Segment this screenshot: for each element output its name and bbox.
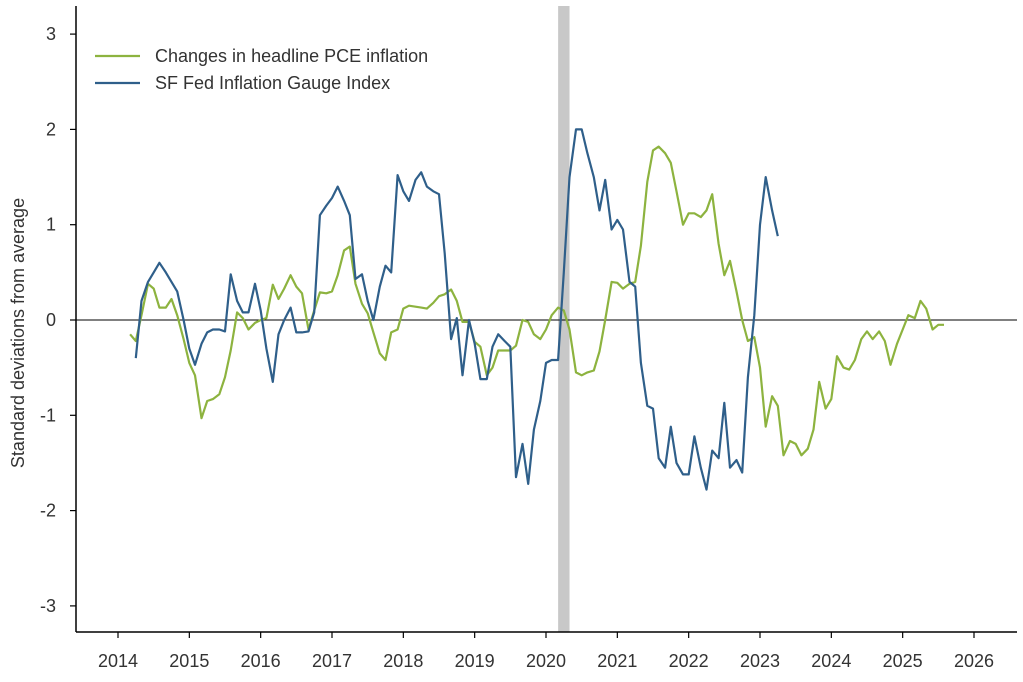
x-tick-label: 2014 [98,651,138,671]
x-tick-label: 2020 [526,651,566,671]
legend-label-2: SF Fed Inflation Gauge Index [155,73,390,93]
x-tick-label: 2019 [455,651,495,671]
x-tick-label: 2026 [954,651,994,671]
x-tick-label: 2024 [811,651,851,671]
series-layer [129,128,944,491]
y-tick-label: -3 [40,596,56,616]
y-tick-label: -1 [40,405,56,425]
y-axis-title: Standard deviations from average [8,198,28,468]
y-tick-label: 2 [46,119,56,139]
recession-band-layer [558,6,570,632]
series-line-1 [129,145,944,457]
x-tick-label: 2025 [883,651,923,671]
series-line-2 [134,128,779,491]
x-tick-labels: 2014 2015 2016 2017 2018 2019 2020 2021 2022 2023… [98,651,994,671]
y-tick-label: -2 [40,501,56,521]
recession-band [558,6,570,632]
x-tick-label: 2021 [597,651,637,671]
y-tick-labels: -3 -2 -1 0 1 2 3 [40,24,56,616]
x-tick-label: 2017 [312,651,352,671]
y-tick-label: 1 [46,215,56,235]
x-tick-label: 2018 [383,651,423,671]
y-tick-label: 3 [46,24,56,44]
y-tick-label: 0 [46,310,56,330]
x-tick-label: 2022 [669,651,709,671]
x-tick-label: 2015 [169,651,209,671]
x-tick-label: 2023 [740,651,780,671]
legend-label-1: Changes in headline PCE inflation [155,46,428,66]
legend: Changes in headline PCE inflation SF Fed … [95,46,428,93]
x-tick-label: 2016 [241,651,281,671]
axes-layer [70,6,1017,638]
